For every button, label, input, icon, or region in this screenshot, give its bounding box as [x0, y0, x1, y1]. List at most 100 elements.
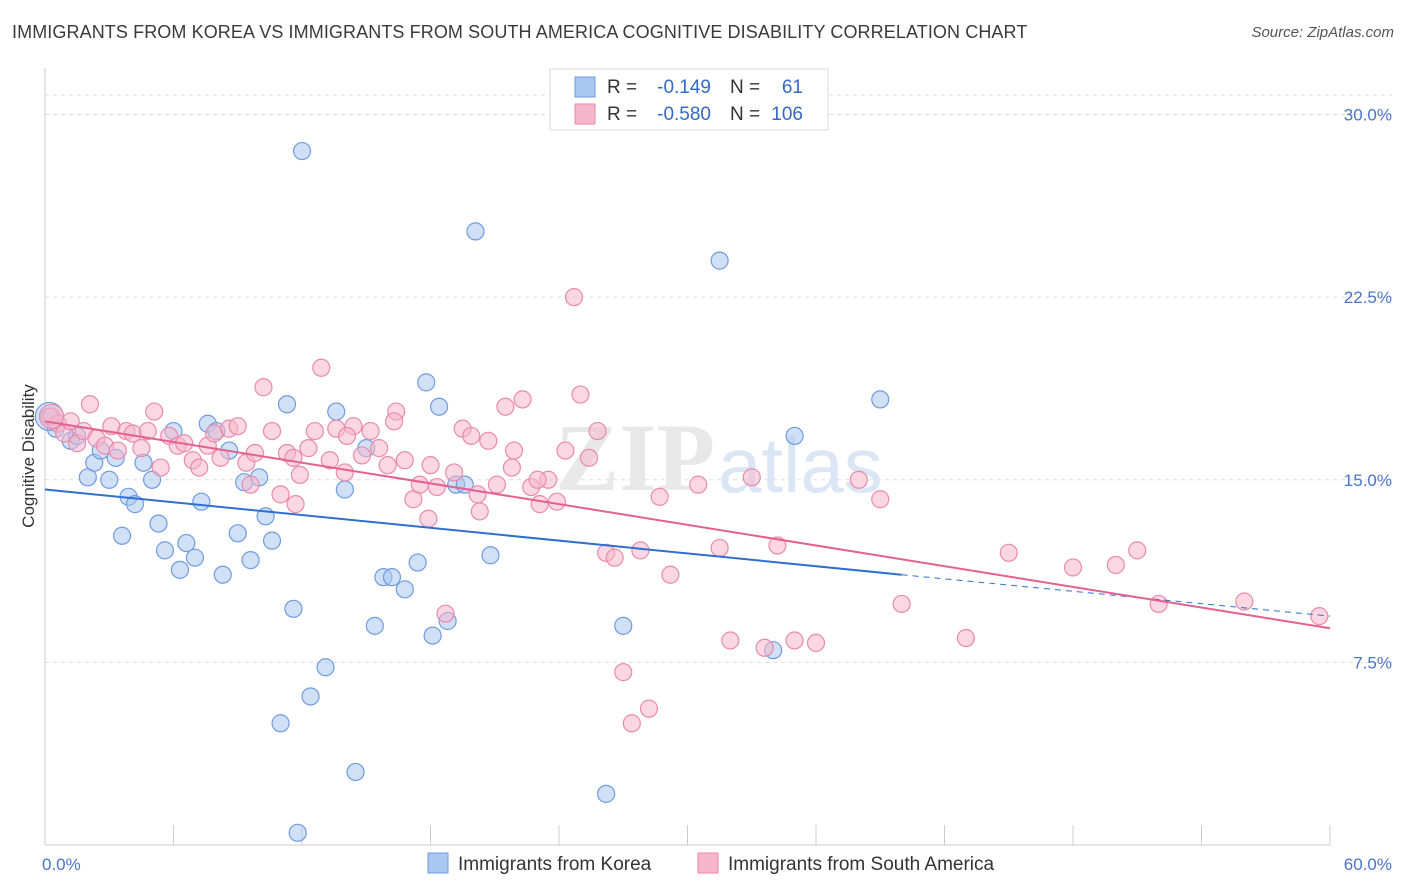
korea-point-53 [466, 222, 485, 241]
korea-point-18 [177, 533, 196, 553]
x-axis-labels: 0.0% 60.0% [42, 855, 1392, 874]
bottom-legend: Immigrants from Korea Immigrants from So… [427, 852, 995, 875]
sa-point-93 [1106, 555, 1125, 575]
watermark: ZIP atlas [555, 404, 883, 511]
sa-point-60 [504, 441, 524, 460]
korea-point-33 [284, 599, 303, 618]
sa-point-49 [410, 475, 429, 494]
korea-point-31 [271, 714, 290, 733]
x-tick-label-0: 0.0% [42, 855, 81, 874]
sa-point-86 [806, 633, 826, 653]
korea-point-56 [614, 616, 633, 635]
sa-point-cluster [38, 403, 65, 430]
trend-lines [44, 420, 1331, 630]
sa-point-23 [205, 424, 224, 443]
sa-point-103 [528, 470, 547, 489]
sa-point-83 [755, 638, 774, 657]
korea-point-36 [301, 687, 320, 706]
korea-point-38 [327, 402, 346, 421]
sa-point-84 [768, 536, 787, 555]
sa-point-56 [470, 502, 489, 521]
korea-point-49 [429, 397, 449, 416]
sa-point-87 [849, 470, 868, 489]
sa-point-105 [286, 495, 305, 514]
sa-point-51 [427, 477, 447, 497]
bottom-legend-swatch-sa [697, 852, 719, 874]
sa-point-45 [378, 456, 397, 475]
sa-point-29 [254, 378, 273, 397]
sa-point-15 [145, 402, 164, 421]
legend-sa-n-label: N = [730, 104, 760, 125]
sa-point-63 [530, 495, 549, 514]
legend-box [549, 68, 829, 131]
sa-point-34 [290, 465, 309, 484]
sa-point-97 [1310, 607, 1329, 626]
gridlines [45, 94, 1392, 663]
korea-point-42 [365, 616, 384, 635]
sa-point-57 [479, 431, 498, 450]
korea-point-39 [335, 480, 354, 499]
sa-point-99 [384, 412, 404, 431]
sa-point-6 [80, 395, 100, 414]
korea-point-14 [149, 514, 168, 533]
sa-point-53 [444, 463, 464, 482]
sa-point-55 [462, 426, 481, 446]
sa-point-77 [650, 487, 669, 506]
korea-point-45 [395, 580, 414, 599]
sa-point-74 [622, 714, 641, 733]
legend-sa-n-value: 106 [771, 104, 803, 125]
korea-point-37 [316, 658, 335, 677]
chart-title: IMMIGRANTS FROM KOREA VS IMMIGRANTS FROM… [12, 22, 1028, 42]
korea-point-23 [213, 565, 232, 584]
sa-point-36 [305, 421, 324, 441]
korea-point-35 [292, 141, 312, 161]
sa-point-66 [556, 441, 575, 460]
sa-point-85 [785, 631, 804, 650]
sa-point-100 [421, 456, 440, 475]
sa-point-78 [661, 565, 680, 584]
korea-point-7 [100, 470, 119, 489]
sa-point-96 [1235, 592, 1254, 611]
y-tick-label-1: 15.0% [1344, 471, 1392, 490]
sa-point-35 [299, 439, 318, 458]
legend-sa-r-label: R = [607, 104, 637, 125]
korea-point-40 [346, 762, 365, 782]
korea-point-34 [288, 823, 307, 842]
korea-point-15 [155, 541, 175, 560]
korea-point-46 [408, 553, 427, 572]
sa-point-28 [245, 443, 264, 463]
legend-sa-r-value: -0.580 [657, 104, 711, 125]
sa-point-80 [710, 538, 729, 558]
watermark-zip: ZIP [555, 404, 715, 511]
korea-point-20 [192, 492, 211, 511]
sa-point-33 [284, 448, 303, 467]
sa-point-94 [1128, 541, 1147, 560]
sa-point-89 [892, 594, 911, 614]
sa-point-67 [564, 288, 584, 307]
sa-point-70 [588, 421, 607, 441]
sa-point-79 [689, 475, 708, 494]
sa-point-58 [487, 475, 506, 494]
legend-korea-r-value: -0.149 [657, 77, 711, 98]
sa-point-21 [190, 458, 209, 477]
sa-point-61 [513, 390, 532, 409]
sa-point-92 [1063, 558, 1083, 577]
legend-swatch-korea [574, 76, 596, 98]
sa-point-40 [335, 463, 354, 482]
korea-point-54 [481, 546, 500, 565]
sa-point-75 [631, 541, 650, 560]
korea-point-55 [597, 784, 616, 803]
korea-point-19 [185, 548, 205, 567]
sa-point-65 [547, 492, 566, 511]
sa-point-26 [228, 417, 247, 436]
korea-point-32 [277, 395, 297, 414]
sa-point-98 [337, 426, 357, 446]
korea-point-17 [170, 560, 190, 579]
sa-point-14 [138, 421, 157, 441]
sa-point-16 [151, 458, 170, 477]
sa-point-13 [132, 439, 151, 458]
y-tick-label-3: 30.0% [1344, 106, 1392, 125]
korea-trend-extension [901, 574, 1331, 617]
sa-point-101 [468, 485, 487, 504]
bottom-legend-korea: Immigrants from Korea [458, 854, 652, 875]
